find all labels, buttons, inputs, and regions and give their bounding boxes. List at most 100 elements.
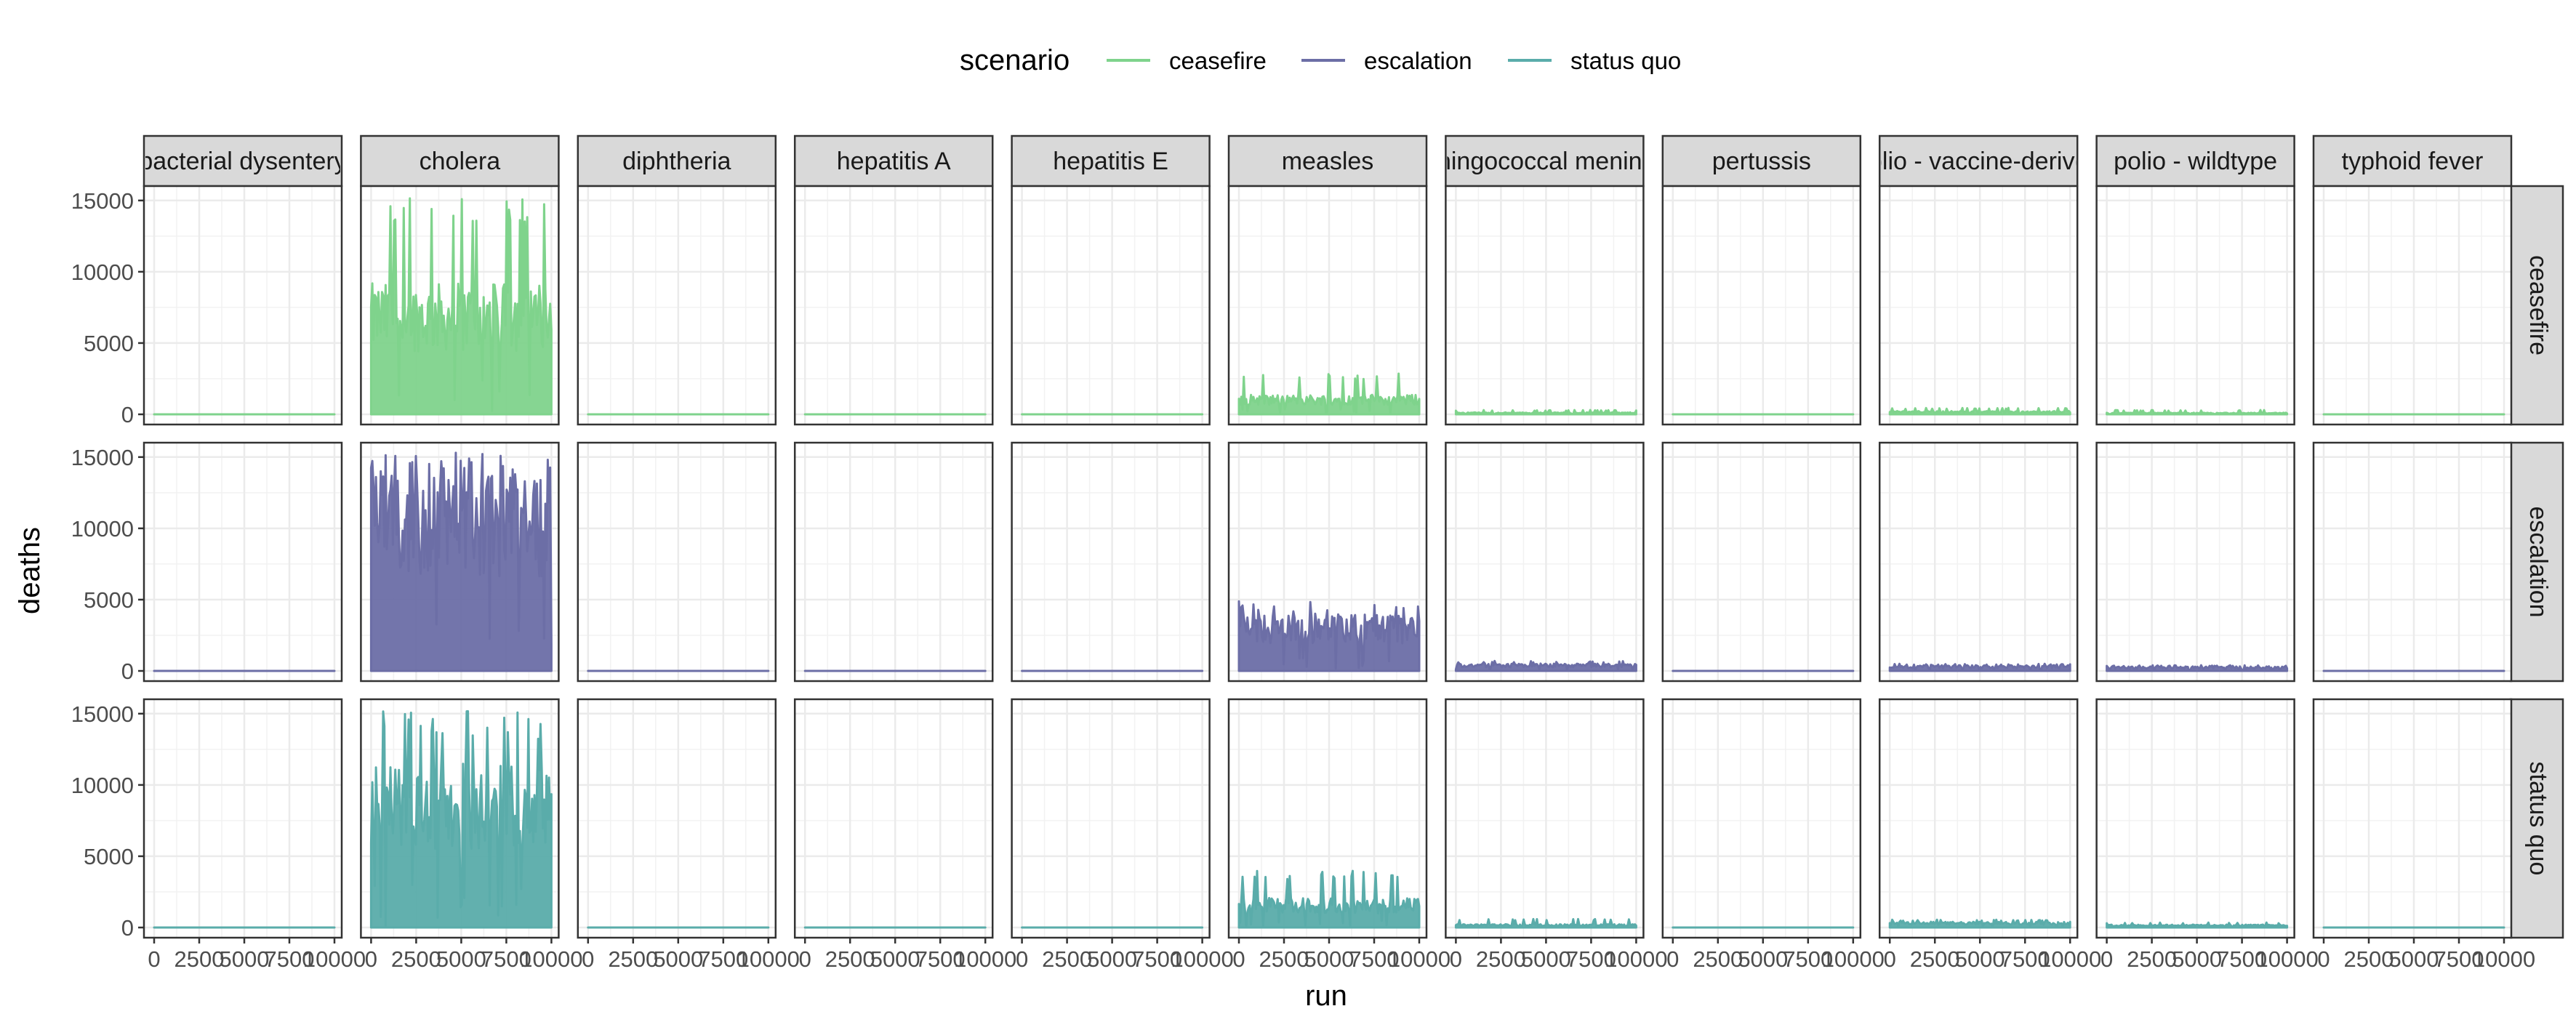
panel-border bbox=[793, 441, 994, 683]
row-strip-escalation bbox=[2509, 441, 2564, 683]
x-tick-label: 0 bbox=[2100, 946, 2113, 972]
series-escalation-cholera bbox=[369, 451, 553, 672]
x-tick-label: 10000 bbox=[303, 946, 366, 972]
y-tick-label: 0 bbox=[121, 659, 134, 684]
x-tick-label: 7500 bbox=[1132, 946, 1182, 972]
strip-typhoid-fever bbox=[2312, 134, 2513, 188]
panel-border bbox=[143, 698, 343, 939]
series-ceasefire-meningococcal-meningitis bbox=[1454, 409, 1637, 416]
x-tick-label: 0 bbox=[1666, 946, 1679, 972]
x-tick-label: 10000 bbox=[1605, 946, 1667, 972]
legend-item-escalation: escalation bbox=[1301, 47, 1472, 74]
panel-border bbox=[1227, 185, 1428, 426]
x-tick-label: 5000 bbox=[436, 946, 486, 972]
x-tick-label: 5000 bbox=[1955, 946, 2005, 972]
panel-ceasefire-hepatitis-e bbox=[1011, 185, 1211, 426]
panel-border bbox=[2312, 698, 2513, 939]
series-status-quo-polio-vaccine-derived bbox=[1888, 918, 2071, 929]
row-strip-status-quo bbox=[2509, 698, 2564, 939]
x-tick-label: 5000 bbox=[1304, 946, 1355, 972]
y-tick-label: 10000 bbox=[71, 773, 134, 798]
legend-item-ceasefire: ceasefire bbox=[1107, 47, 1267, 74]
x-tick-label: 10000 bbox=[954, 946, 1016, 972]
x-tick-label: 10000 bbox=[1388, 946, 1450, 972]
legend: scenario ceasefire escalation status quo bbox=[960, 44, 1681, 76]
panel-border bbox=[1011, 185, 1211, 426]
x-tick-label: 5000 bbox=[220, 946, 270, 972]
strip-label-hepatitis-e: hepatitis E bbox=[1053, 148, 1168, 175]
panel-border bbox=[2312, 441, 2513, 683]
x-tick-label: 5000 bbox=[1738, 946, 1788, 972]
y-tick-label: 5000 bbox=[84, 844, 134, 869]
x-tick-label: 0 bbox=[1232, 946, 1245, 972]
panel-border bbox=[1878, 698, 2079, 939]
panel-border bbox=[1011, 441, 1211, 683]
series-escalation-meningococcal-meningitis bbox=[1454, 659, 1637, 672]
x-tick-label: 7500 bbox=[2217, 946, 2267, 972]
x-tick-label: 10000 bbox=[1822, 946, 1885, 972]
x-tick-label: 0 bbox=[365, 946, 377, 972]
panel-ceasefire-polio-vaccine-derived bbox=[1878, 185, 2079, 426]
panel-border bbox=[1661, 698, 1862, 939]
panel-escalation-polio-vaccine-derived bbox=[1878, 441, 2079, 683]
panel-border bbox=[2095, 441, 2295, 683]
panel-escalation-cholera bbox=[360, 441, 560, 683]
x-tick-label: 0 bbox=[799, 946, 811, 972]
series-ceasefire-cholera bbox=[369, 197, 553, 416]
strip-label-bacterial-dysentery: bacterial dysentery bbox=[139, 148, 346, 175]
y-axis-title: deaths bbox=[14, 527, 46, 614]
series-status-quo-measles bbox=[1237, 869, 1421, 929]
strip-label-hepatitis-a: hepatitis A bbox=[837, 148, 951, 175]
x-tick-label: 7500 bbox=[698, 946, 748, 972]
panel-border bbox=[360, 185, 560, 426]
x-tick-label: 10000 bbox=[2255, 946, 2318, 972]
panel-border bbox=[1227, 698, 1428, 939]
panel-escalation-polio-wildtype bbox=[2095, 441, 2295, 683]
facet-grid: bacterial dysentery cholera diphtheria hepa… bbox=[71, 134, 2564, 972]
x-tick-label: 0 bbox=[148, 946, 160, 972]
x-tick-label: 2500 bbox=[825, 946, 875, 972]
panel-escalation-hepatitis-a bbox=[793, 441, 994, 683]
series-escalation-polio-vaccine-derived bbox=[1888, 662, 2071, 672]
panel-border bbox=[793, 698, 994, 939]
row-strip-label-ceasefire: ceasefire bbox=[2524, 255, 2552, 355]
panel-border bbox=[143, 185, 343, 426]
panel-border bbox=[577, 698, 777, 939]
series-ceasefire-polio-wildtype bbox=[2106, 409, 2289, 416]
x-tick-label: 2500 bbox=[608, 946, 658, 972]
strip-cholera bbox=[360, 134, 560, 188]
x-tick-label: 5000 bbox=[2172, 946, 2222, 972]
y-tick-label: 15000 bbox=[71, 445, 134, 470]
series-ceasefire-polio-vaccine-derived bbox=[1888, 406, 2071, 416]
panel-border bbox=[1227, 441, 1428, 683]
strip-label-meningococcal-meningitis: meningococcal meningitis bbox=[1403, 148, 1686, 175]
series-escalation-measles bbox=[1237, 600, 1421, 672]
x-tick-label: 2500 bbox=[1259, 946, 1309, 972]
panel-ceasefire-polio-wildtype bbox=[2095, 185, 2295, 426]
panel-ceasefire-measles bbox=[1227, 185, 1428, 426]
panel-escalation-hepatitis-e bbox=[1011, 441, 1211, 683]
y-tick-label: 15000 bbox=[71, 188, 134, 214]
strip-label-polio-vaccine-derived: polio - vaccine-derived bbox=[1855, 148, 2102, 175]
panel-escalation-bacterial-dysentery: 0 5000 10000 15000 bbox=[71, 441, 343, 684]
x-tick-label: 7500 bbox=[1783, 946, 1833, 972]
x-tick-label: 5000 bbox=[1521, 946, 1571, 972]
y-tick-label: 5000 bbox=[84, 587, 134, 613]
x-tick-label: 0 bbox=[2317, 946, 2330, 972]
panel-border bbox=[793, 185, 994, 426]
row-strip-label-status-quo: status quo bbox=[2524, 762, 2552, 876]
panel-border bbox=[1445, 698, 1645, 939]
panel-ceasefire-cholera bbox=[360, 185, 560, 426]
panel-border bbox=[1878, 441, 2079, 683]
panel-border bbox=[1445, 185, 1645, 426]
panel-border bbox=[1661, 185, 1862, 426]
panel-ceasefire-diphtheria bbox=[577, 185, 777, 426]
strip-polio-wildtype bbox=[2095, 134, 2295, 188]
strip-label-polio-wildtype: polio - wildtype bbox=[2114, 148, 2277, 175]
